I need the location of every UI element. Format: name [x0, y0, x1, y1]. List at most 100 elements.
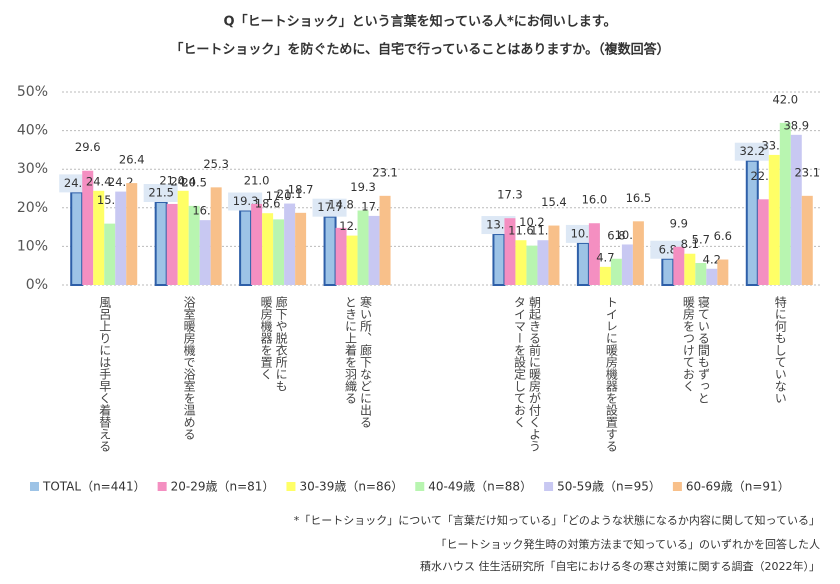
data-label: 38.9	[783, 118, 809, 132]
bar	[504, 218, 516, 285]
data-label: 20.5	[181, 175, 207, 189]
bar	[548, 225, 560, 285]
bar	[115, 191, 127, 285]
bar	[576, 241, 590, 286]
bar	[632, 221, 644, 285]
data-label: 4.7	[596, 250, 614, 264]
x-tick-label: 浴室暖房機で浴室を温める	[182, 296, 197, 440]
bar	[210, 187, 222, 285]
data-label: 18.6	[255, 197, 281, 211]
data-label: 6.6	[714, 229, 732, 243]
bar	[695, 262, 707, 285]
bar	[126, 183, 138, 285]
bar	[706, 268, 718, 285]
data-label: 24.4	[170, 174, 196, 188]
legend-swatch	[30, 482, 39, 491]
bar	[154, 201, 168, 286]
bar	[673, 246, 685, 285]
legend-swatch	[157, 482, 167, 491]
data-label: 42.0	[772, 92, 798, 106]
bar	[166, 203, 178, 285]
chart-title: 「ヒートショック」を防ぐために、自宅で行っていることはありますか。（複数回答）	[170, 42, 669, 58]
bar	[295, 212, 307, 285]
legend-label: 20-29歳（n=81）	[171, 480, 275, 494]
note: *「ヒートショック」について「言葉だけ知っている」「どのような状態になるか内容に…	[294, 513, 820, 527]
bar	[251, 203, 263, 285]
data-label: 11.6	[508, 224, 534, 238]
bar	[379, 195, 391, 285]
y-tick-label: 40%	[17, 123, 48, 139]
bar	[768, 154, 780, 285]
bar	[70, 191, 84, 286]
data-label: 16.5	[626, 191, 652, 205]
legend-label: 60-69歳（n=91）	[686, 480, 790, 494]
data-label: 9.9	[670, 216, 688, 230]
bar	[335, 227, 347, 285]
bar	[588, 223, 600, 285]
data-label: 29.6	[75, 140, 101, 154]
data-label: 4.2	[703, 252, 721, 266]
data-label: 21.0	[244, 173, 270, 187]
x-tick-label: トイレに暖房機器を設置する	[604, 296, 619, 452]
data-label: 17.3	[497, 188, 523, 202]
data-label: 19.3	[350, 180, 376, 194]
label-box	[143, 184, 178, 203]
note: 「ヒートショック発生時の対策方法まで知っている」のいずれかを回答した人	[436, 537, 820, 551]
bar	[757, 199, 769, 285]
bar	[82, 170, 94, 285]
label-box	[312, 198, 347, 217]
bar	[323, 215, 337, 286]
legend-label: 30-39歳（n=86）	[299, 480, 403, 494]
data-label: 26.4	[119, 153, 145, 167]
legend-swatch	[415, 482, 425, 491]
x-tick-label: 寒い所、廊下などに出る ときに上着を羽織る	[343, 296, 373, 428]
y-tick-label: 30%	[17, 161, 48, 177]
data-label: 21.5	[148, 186, 174, 200]
bar	[526, 245, 538, 285]
data-label: 16.0	[582, 193, 608, 207]
data-label: 10.2	[519, 215, 545, 229]
data-label: 23.1	[372, 165, 398, 179]
data-label: 6.8	[607, 228, 625, 242]
bar	[284, 203, 296, 285]
data-label: 18.7	[288, 182, 314, 196]
legend-label: TOTAL（n=441）	[42, 480, 146, 494]
data-label: 25.3	[203, 157, 229, 171]
label-box	[734, 142, 769, 161]
x-tick-label: 特に何もしていない	[773, 296, 788, 404]
bar	[273, 219, 285, 285]
bar	[515, 240, 527, 285]
data-label: 8.1	[681, 237, 699, 251]
bar	[104, 223, 116, 285]
data-label: 14.8	[328, 197, 354, 211]
bar	[357, 210, 369, 285]
bar	[177, 190, 189, 285]
bar	[599, 266, 611, 285]
bar	[790, 134, 802, 285]
y-tick-label: 50%	[17, 84, 48, 100]
bar	[610, 258, 622, 285]
x-tick-label: 朝起きる前に暖房が付くよう タイマーを設定しておく	[512, 296, 542, 452]
data-label: 24.4	[86, 174, 112, 188]
data-label: 32.2	[739, 144, 765, 158]
data-label: 23.1	[794, 165, 820, 179]
data-label: 17.0	[266, 189, 292, 203]
chart-title: Q「ヒートショック」という言葉を知っている人*にお伺いします。	[224, 14, 617, 30]
bar	[262, 213, 274, 285]
data-label: 15.4	[541, 195, 567, 209]
x-tick-label: 風呂上りには手早く着替える	[97, 296, 112, 452]
data-label: 21.0	[159, 173, 185, 187]
bar	[492, 233, 506, 287]
bar	[239, 209, 253, 286]
bar	[717, 259, 729, 285]
bar	[346, 235, 358, 285]
y-tick-label: 0%	[26, 277, 48, 293]
x-tick-label: 廊下や脱衣所にも 暖房機器を置く	[259, 296, 289, 392]
bar	[199, 220, 211, 285]
bar	[621, 244, 633, 285]
y-tick-label: 10%	[17, 238, 48, 254]
data-label: 21.1	[277, 187, 303, 201]
x-tick-label: 寝ている間もずっと 暖房をつけておく	[681, 296, 711, 404]
